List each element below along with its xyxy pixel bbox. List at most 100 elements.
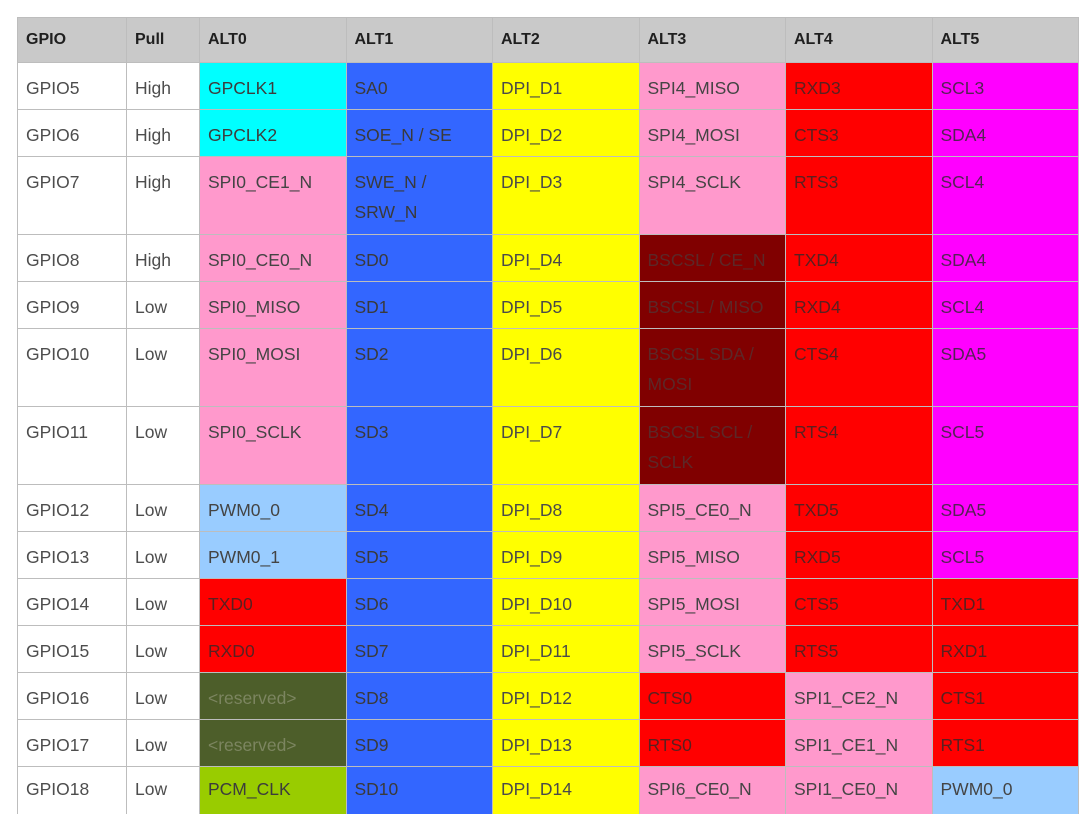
cell-pull: Low [126, 578, 200, 626]
cell-alt5: RXD1 [931, 625, 1079, 673]
cell-alt5: SCL5 [931, 406, 1079, 485]
cell-alt0: PWM0_0 [199, 484, 347, 532]
header-alt1: ALT1 [345, 17, 493, 63]
cell-alt1: SOE_N / SE [345, 109, 493, 157]
cell-gpio: GPIO9 [17, 281, 127, 329]
cell-alt4: RTS5 [785, 625, 933, 673]
cell-alt5: SDA4 [931, 234, 1079, 282]
cell-alt2: DPI_D3 [492, 156, 640, 235]
cell-alt0: SPI0_CE1_N [199, 156, 347, 235]
cell-alt2: DPI_D13 [492, 719, 640, 767]
cell-gpio: GPIO12 [17, 484, 127, 532]
cell-gpio: GPIO13 [17, 531, 127, 579]
cell-pull: High [126, 156, 200, 235]
cell-alt3: SPI5_MOSI [638, 578, 786, 626]
cell-alt4: RXD5 [785, 531, 933, 579]
cell-alt0: GPCLK1 [199, 62, 347, 110]
cell-alt0: SPI0_CE0_N [199, 234, 347, 282]
table-row: GPIO8 High SPI0_CE0_N SD0 DPI_D4 BSCSL / CE_N… [17, 234, 1079, 282]
table-row: GPIO15 Low RXD0 SD7 DPI_D11 SPI5_SCLK RTS5 RXD1 [17, 625, 1079, 673]
cell-alt4: CTS3 [785, 109, 933, 157]
cell-alt4: RXD3 [785, 62, 933, 110]
gpio-alt-function-table: GPIO Pull ALT0 ALT1 ALT2 ALT3 ALT4 ALT5 … [17, 17, 1079, 815]
header-alt2: ALT2 [492, 17, 640, 63]
cell-pull: High [126, 109, 200, 157]
cell-alt5: SCL5 [931, 531, 1079, 579]
cell-alt4: RTS3 [785, 156, 933, 235]
cell-alt1: SD2 [345, 328, 493, 407]
cell-alt0: <reserved> [199, 672, 347, 720]
cell-pull: Low [126, 406, 200, 485]
cell-alt2: DPI_D10 [492, 578, 640, 626]
cell-alt1: SD4 [345, 484, 493, 532]
cell-alt3: BSCSL / CE_N [638, 234, 786, 282]
cell-gpio: GPIO14 [17, 578, 127, 626]
gpio-table-container: GPIO Pull ALT0 ALT1 ALT2 ALT3 ALT4 ALT5 … [17, 17, 1079, 815]
cell-alt4: CTS5 [785, 578, 933, 626]
cell-gpio: GPIO11 [17, 406, 127, 485]
cell-pull: Low [126, 328, 200, 407]
cell-alt5: SCL3 [931, 62, 1079, 110]
cell-alt3: BSCSL / MISO [638, 281, 786, 329]
cell-alt3: SPI5_SCLK [638, 625, 786, 673]
cell-alt0: GPCLK2 [199, 109, 347, 157]
cell-alt5: CTS1 [931, 672, 1079, 720]
cell-alt3: SPI6_CE0_N [638, 766, 786, 815]
cell-alt4: RXD4 [785, 281, 933, 329]
header-alt0: ALT0 [199, 17, 347, 63]
table-row: GPIO12 Low PWM0_0 SD4 DPI_D8 SPI5_CE0_N TXD5 SD… [17, 484, 1079, 532]
cell-alt0: <reserved> [199, 719, 347, 767]
table-header: GPIO Pull ALT0 ALT1 ALT2 ALT3 ALT4 ALT5 [17, 17, 1079, 63]
table-row: GPIO11 Low SPI0_SCLK SD3 DPI_D7 BSCSL SCL / S… [17, 406, 1079, 485]
cell-alt1: SD6 [345, 578, 493, 626]
cell-pull: Low [126, 719, 200, 767]
table-row: GPIO13 Low PWM0_1 SD5 DPI_D9 SPI5_MISO RXD5 SCL… [17, 531, 1079, 579]
cell-pull: Low [126, 766, 200, 815]
cell-pull: Low [126, 672, 200, 720]
header-gpio: GPIO [17, 17, 127, 63]
cell-alt1: SD10 [345, 766, 493, 815]
cell-alt2: DPI_D6 [492, 328, 640, 407]
table-row: GPIO6 High GPCLK2 SOE_N / SE DPI_D2 SPI4_MOSI… [17, 109, 1079, 157]
cell-alt1: SD1 [345, 281, 493, 329]
header-alt4: ALT4 [785, 17, 933, 63]
cell-alt5: SDA5 [931, 484, 1079, 532]
cell-alt2: DPI_D11 [492, 625, 640, 673]
table-row: GPIO7 High SPI0_CE1_N SWE_N / SRW_N DPI_D3 SP… [17, 156, 1079, 235]
cell-alt3: SPI4_SCLK [638, 156, 786, 235]
cell-alt5: SDA5 [931, 328, 1079, 407]
cell-alt5: RTS1 [931, 719, 1079, 767]
cell-gpio: GPIO17 [17, 719, 127, 767]
cell-alt3: BSCSL SCL / SCLK [638, 406, 786, 485]
cell-alt1: SD9 [345, 719, 493, 767]
cell-alt5: TXD1 [931, 578, 1079, 626]
cell-alt4: TXD5 [785, 484, 933, 532]
cell-alt2: DPI_D12 [492, 672, 640, 720]
cell-alt3: BSCSL SDA / MOSI [638, 328, 786, 407]
cell-alt3: RTS0 [638, 719, 786, 767]
cell-alt2: DPI_D2 [492, 109, 640, 157]
cell-pull: Low [126, 281, 200, 329]
cell-alt4: TXD4 [785, 234, 933, 282]
cell-alt4: SPI1_CE0_N [785, 766, 933, 815]
table-row: GPIO17 Low <reserved> SD9 DPI_D13 RTS0 SPI1_CE… [17, 719, 1079, 767]
cell-gpio: GPIO6 [17, 109, 127, 157]
table-row: GPIO10 Low SPI0_MOSI SD2 DPI_D6 BSCSL SDA / M… [17, 328, 1079, 407]
table-row: GPIO18 Low PCM_CLK SD10 DPI_D14 SPI6_CE0_N SPI… [17, 766, 1079, 815]
cell-gpio: GPIO18 [17, 766, 127, 815]
cell-alt5: SDA4 [931, 109, 1079, 157]
cell-gpio: GPIO10 [17, 328, 127, 407]
cell-alt5: SCL4 [931, 281, 1079, 329]
header-pull: Pull [126, 17, 200, 63]
cell-alt3: SPI5_CE0_N [638, 484, 786, 532]
cell-alt0: SPI0_MOSI [199, 328, 347, 407]
cell-alt2: DPI_D4 [492, 234, 640, 282]
cell-alt2: DPI_D1 [492, 62, 640, 110]
cell-alt1: SD0 [345, 234, 493, 282]
cell-alt3: SPI4_MOSI [638, 109, 786, 157]
cell-alt4: SPI1_CE2_N [785, 672, 933, 720]
cell-alt3: CTS0 [638, 672, 786, 720]
cell-alt2: DPI_D14 [492, 766, 640, 815]
cell-alt0: PCM_CLK [199, 766, 347, 815]
header-alt3: ALT3 [638, 17, 786, 63]
